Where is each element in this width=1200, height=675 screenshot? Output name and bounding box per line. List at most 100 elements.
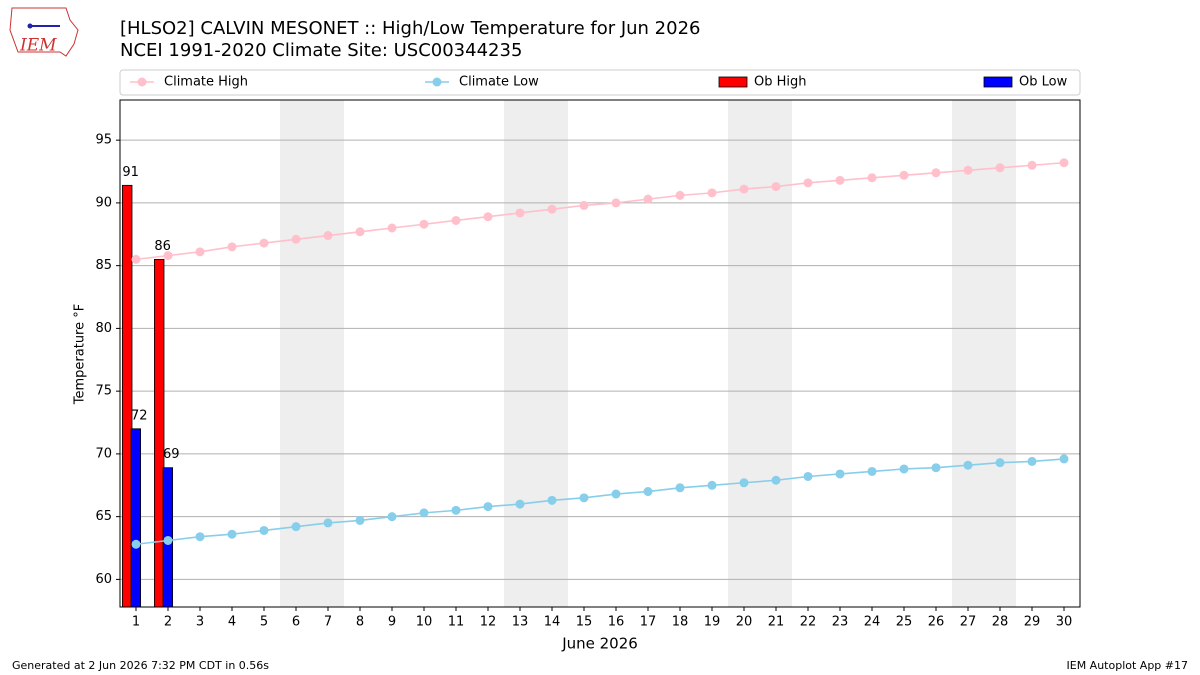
x-tick-label: 8 [356,615,364,630]
point [899,170,909,180]
x-tick-label: 16 [608,615,625,630]
point [835,469,845,479]
x-tick-label: 30 [1056,615,1073,630]
chart-subtitle: NCEI 1991-2020 Climate Site: USC00344235 [120,40,522,61]
weekend-shade [760,100,792,607]
legend-label: Climate Low [459,75,539,90]
legend-swatch [983,76,1013,88]
point [899,464,909,474]
x-tick-label: 12 [480,615,497,630]
x-tick-label: 26 [928,615,945,630]
point [867,173,877,183]
x-tick-label: 19 [704,615,721,630]
x-tick-label: 3 [196,615,204,630]
x-tick-label: 4 [228,615,236,630]
point [739,184,749,194]
point [931,463,941,473]
point [739,478,749,488]
x-tick-label: 23 [832,615,849,630]
point [1027,456,1037,466]
point [195,247,205,257]
series-line [135,161,1065,261]
plot-frame [119,99,1081,608]
data-label: 91 [122,165,139,180]
point [419,508,429,518]
x-tick-label: 22 [800,615,817,630]
point [803,178,813,188]
point [963,165,973,175]
legend-label: Ob High [754,75,807,90]
x-tick-label: 28 [992,615,1009,630]
weekend-shade [728,100,760,607]
point [931,168,941,178]
x-tick-label: 1 [132,615,140,630]
point [643,487,653,497]
point [835,175,845,185]
chart-title: [HLSO2] CALVIN MESONET :: High/Low Tempe… [120,18,701,39]
weekend-shade [312,100,344,607]
data-label: 72 [131,408,148,423]
point [163,251,173,261]
point [707,480,717,490]
weekend-shade [952,100,984,607]
point [867,466,877,476]
y-axis-label: Temperature °F [73,304,88,405]
point [515,208,525,218]
point [579,493,589,503]
point [643,194,653,204]
point [163,535,173,545]
y-tick-label: 65 [95,509,112,524]
legend-box [119,69,1081,96]
x-tick-label: 27 [960,615,977,630]
legend-label: Ob Low [1019,75,1068,90]
point [483,212,493,222]
point [323,518,333,528]
x-tick-label: 20 [736,615,753,630]
x-axis-label: June 2026 [561,635,638,653]
point [1027,160,1037,170]
point [611,198,621,208]
point [227,242,237,252]
point [451,215,461,225]
point [355,515,365,525]
bar [153,258,165,608]
legend-marker [137,77,147,87]
point [1059,158,1069,168]
x-tick-label: 15 [576,615,593,630]
point [259,238,269,248]
y-tick-label: 60 [95,572,112,587]
point [611,489,621,499]
y-tick-label: 95 [95,133,112,148]
point [963,460,973,470]
legend-label: Climate High [164,75,248,90]
x-tick-label: 11 [448,615,465,630]
point [195,532,205,542]
weekend-shade [536,100,568,607]
x-tick-label: 18 [672,615,689,630]
point [771,475,781,485]
weekend-shade [984,100,1016,607]
point [131,539,141,549]
logo: IEM [9,7,79,57]
data-label: 86 [154,239,171,254]
point [803,471,813,481]
data-label: 69 [163,447,180,462]
point [483,502,493,512]
bar [122,184,133,608]
legend-swatch [718,76,748,88]
x-tick-label: 17 [640,615,657,630]
y-tick-label: 85 [95,258,112,273]
point [227,529,237,539]
legend-marker [432,77,442,87]
point [675,483,685,493]
point [419,219,429,229]
point [259,525,269,535]
point [579,200,589,210]
y-tick-label: 80 [95,321,112,336]
point [387,512,397,522]
point [995,458,1005,468]
bar [130,428,142,608]
series-line [135,458,1065,546]
point [995,163,1005,173]
y-tick-label: 75 [95,384,112,399]
